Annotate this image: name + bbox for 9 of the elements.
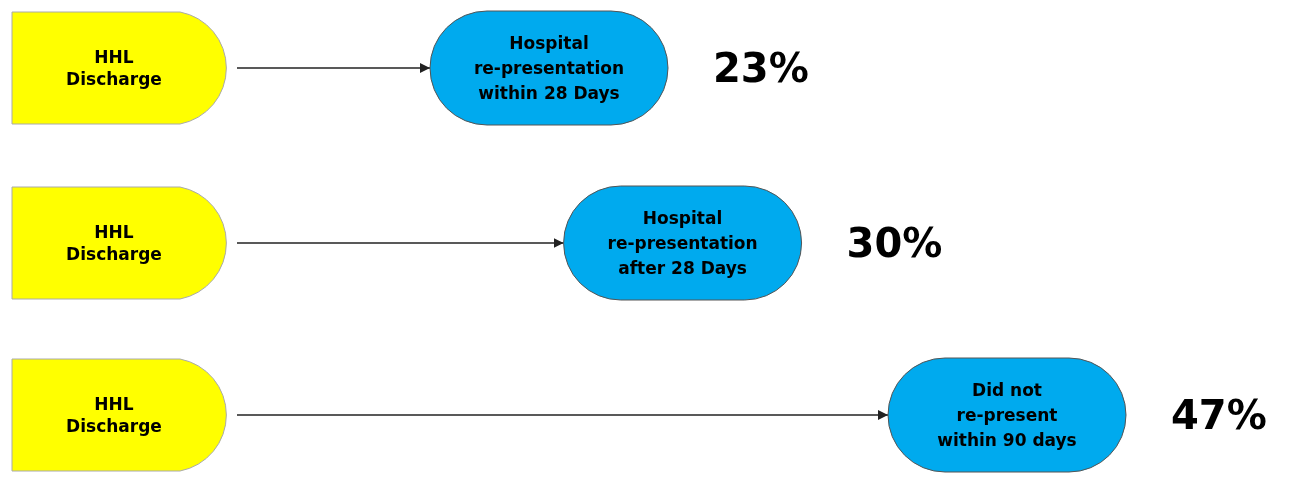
- text: HHL Discharge: [66, 393, 162, 436]
- data-label: 47%: [1171, 392, 1267, 438]
- data-label: 23%: [713, 45, 809, 91]
- text: HHL Discharge: [66, 46, 162, 89]
- category-label: Hospital re-presentation after 28 Days: [607, 207, 758, 278]
- data-label: 30%: [846, 220, 943, 266]
- category-label: Did not re-present within 90 days: [937, 379, 1077, 450]
- text: HHL Discharge: [66, 221, 162, 264]
- category-label: Hospital re-presentation within 28 Days: [473, 32, 625, 103]
